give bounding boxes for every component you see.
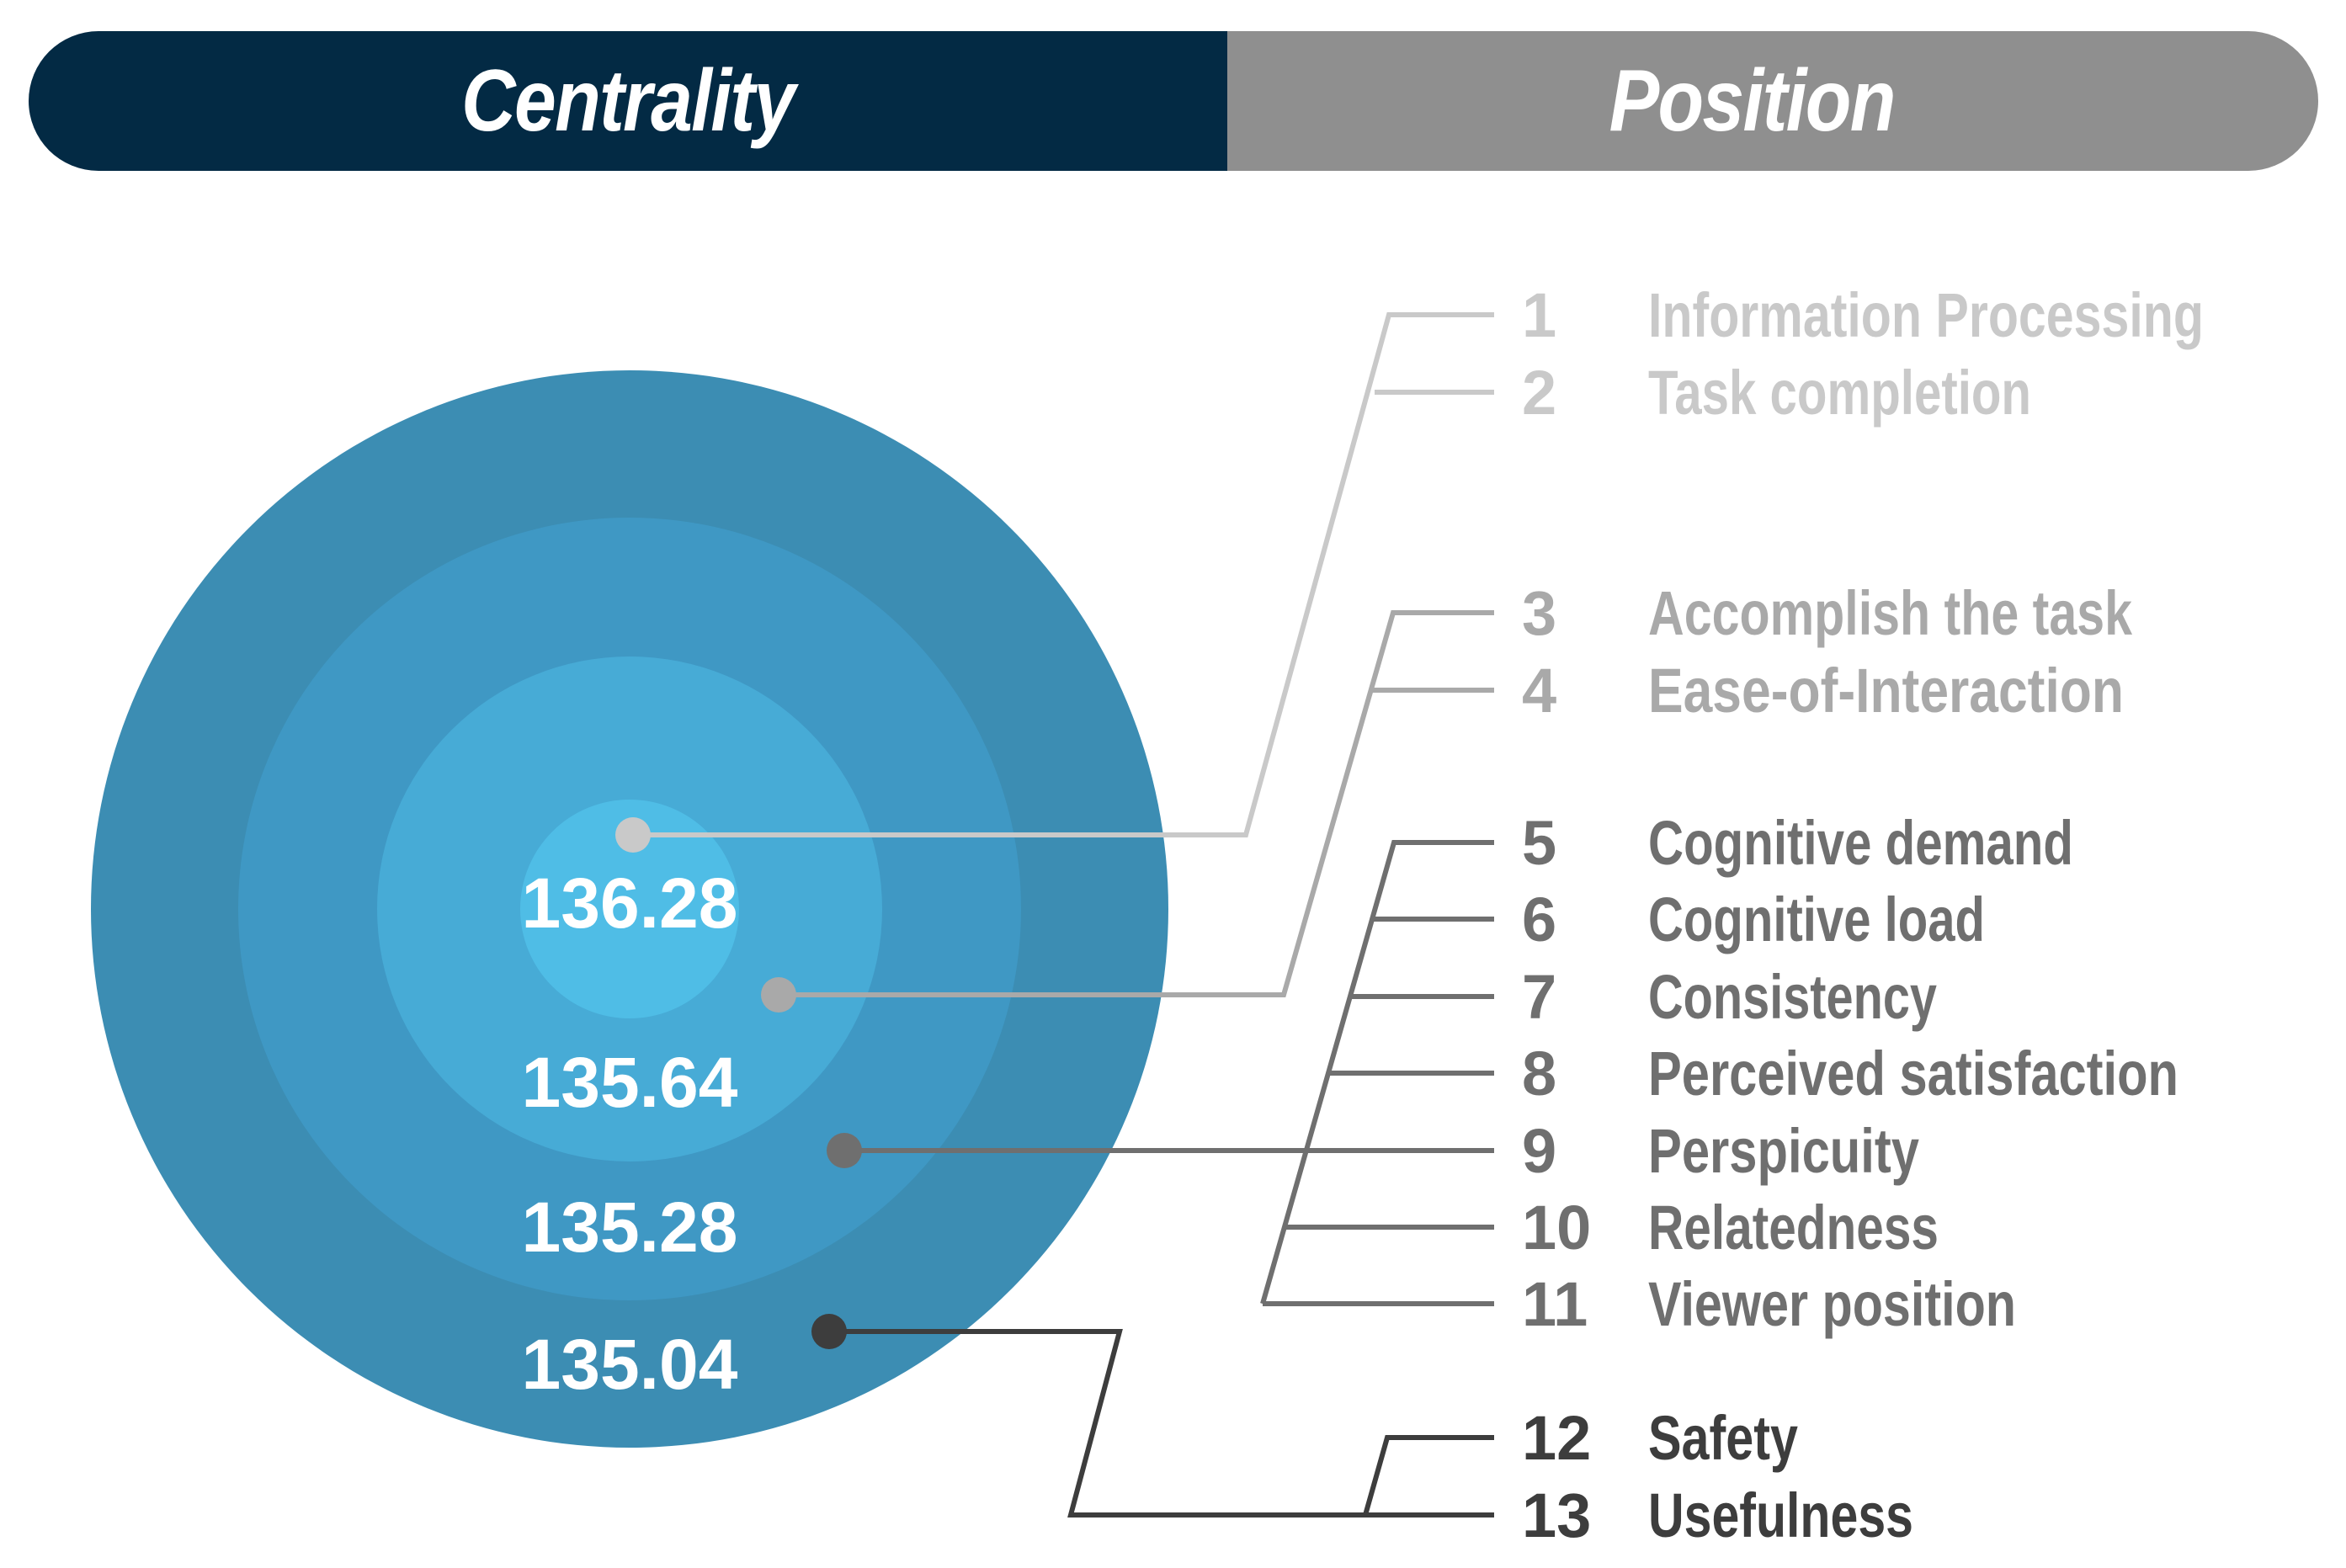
item-label-consistency: Consistency (1648, 962, 1937, 1032)
item-label-perceived-satisfaction: Perceived satisfaction (1648, 1039, 2178, 1108)
item-number: 11 (1522, 1269, 1588, 1339)
item-number: 12 (1522, 1403, 1591, 1473)
ring-value-3: 135.28 (522, 1188, 738, 1267)
group-3-connector (844, 840, 1494, 1306)
item-number: 7 (1522, 962, 1556, 1032)
item-number: 10 (1522, 1193, 1591, 1262)
header-position-title: Position (1609, 51, 1896, 150)
item-label-accomplish-the-task: Accomplish the task (1648, 578, 2133, 648)
item-label-ease-of-interaction: Ease-of-Interaction (1648, 656, 2124, 726)
header-bar: Centrality Position (29, 31, 2318, 171)
item-label-task-completion: Task completion (1648, 358, 2031, 428)
item-number: 3 (1522, 578, 1556, 648)
item-label-cognitive-load: Cognitive load (1648, 885, 1985, 954)
item-number: 8 (1522, 1039, 1556, 1108)
group-4-dot (811, 1314, 847, 1349)
item-label-relatedness: Relatedness (1648, 1193, 1939, 1262)
ring-inner (520, 800, 739, 1018)
item-number: 4 (1522, 656, 1556, 726)
header-position: Position (1227, 31, 2318, 171)
group-1-connector (633, 312, 1494, 837)
item-number: 13 (1522, 1480, 1591, 1550)
item-label-usefulness: Usefulness (1648, 1480, 1913, 1550)
ring-value-4: 135.04 (522, 1325, 738, 1404)
group-3-dot (827, 1133, 862, 1168)
item-number: 6 (1522, 885, 1556, 954)
item-number: 1 (1522, 280, 1556, 350)
group-4-connector (829, 1329, 1494, 1518)
header-centrality: Centrality (29, 31, 1227, 171)
ring-value-1: 136.28 (522, 864, 738, 943)
ring-value-2: 135.64 (522, 1043, 738, 1122)
group-1-dot (615, 817, 651, 853)
item-number: 9 (1522, 1116, 1556, 1186)
item-label-information-processing: Information Processing (1648, 280, 2204, 350)
group-2-connector (779, 610, 1494, 997)
item-label-viewer-position: Viewer position (1648, 1269, 2016, 1339)
group-2-dot (761, 977, 796, 1013)
header-centrality-title: Centrality (461, 51, 795, 150)
item-label-safety: Safety (1648, 1403, 1798, 1473)
item-number: 2 (1522, 358, 1556, 428)
item-label-cognitive-demand: Cognitive demand (1648, 808, 2073, 878)
item-label-perspicuity: Perspicuity (1648, 1116, 1919, 1186)
item-number: 5 (1522, 808, 1556, 878)
